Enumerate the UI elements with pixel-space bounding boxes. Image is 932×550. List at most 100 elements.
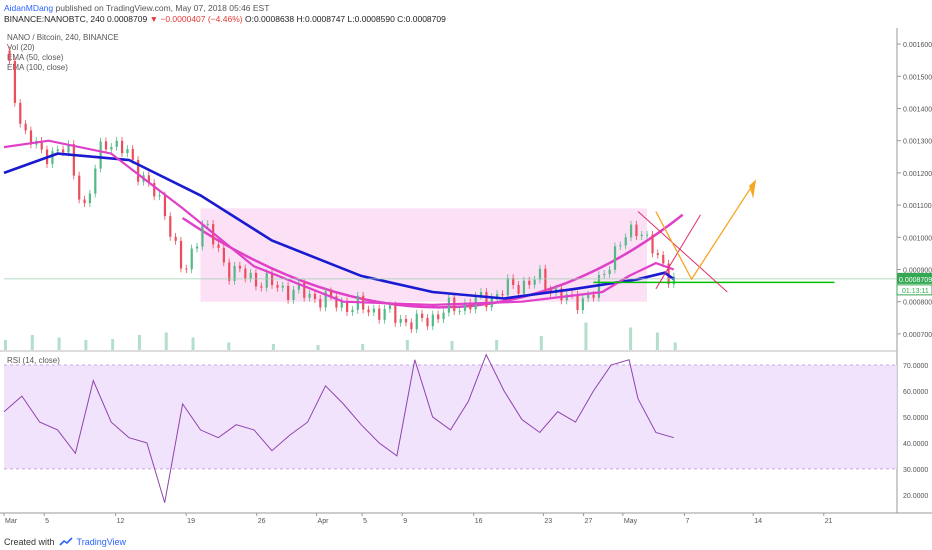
time-tick-label: 5 — [45, 518, 49, 525]
rsi-label[interactable]: RSI (14, close) — [7, 356, 60, 365]
rsi-tick-label: 30.0000 — [903, 467, 928, 474]
candle-body — [346, 301, 349, 312]
candle-body — [608, 269, 611, 275]
candle-body — [131, 148, 134, 160]
volume-bar — [111, 339, 115, 350]
candle-body — [222, 247, 225, 263]
candle-body — [437, 314, 440, 320]
candle-body — [635, 224, 638, 237]
candle-body — [110, 146, 113, 150]
time-badge — [896, 284, 932, 296]
candle-body — [287, 285, 290, 300]
candle-body — [356, 295, 359, 310]
candle-body — [479, 291, 483, 296]
candle-body — [624, 237, 627, 246]
time-axis: Mar 5 12 19 26 Apr 5 9 16 23 27 May 7 14 21 — [0, 512, 932, 525]
last-price: 0.0008709 — [107, 14, 148, 24]
candle-body — [394, 305, 397, 323]
time-tick-label: 26 — [258, 518, 266, 525]
candle-body — [469, 302, 472, 310]
rsi-band — [4, 364, 897, 469]
candle-body — [410, 322, 413, 330]
volume-bar — [191, 337, 195, 350]
rsi-tick-label: 50.0000 — [903, 415, 928, 422]
legend-ema50[interactable]: EMA (50, close) — [7, 53, 64, 62]
author-link[interactable]: AidanMDang — [4, 3, 54, 13]
candle-body — [45, 149, 49, 165]
candle-body — [388, 305, 392, 309]
rsi-tick-label: 70.0000 — [903, 363, 928, 370]
candle-body — [399, 318, 402, 323]
time-tick-label: Apr — [318, 518, 330, 525]
price-badge — [897, 272, 932, 284]
projection-arrow — [655, 182, 755, 281]
candle-body — [453, 297, 456, 312]
volume-bar — [361, 344, 365, 350]
volume-bar — [30, 335, 34, 350]
candle-body — [447, 297, 451, 313]
candle-body — [67, 144, 70, 153]
candle-body — [297, 282, 300, 290]
ema100-line — [3, 152, 675, 300]
candle-body — [115, 140, 118, 147]
candle-body — [421, 313, 424, 318]
volume-bar — [584, 322, 588, 350]
volume-bar — [164, 332, 168, 350]
rsi-tick-label: 60.0000 — [903, 389, 928, 396]
legend-ema100[interactable]: EMA (100, close) — [7, 63, 68, 72]
candle-body — [206, 224, 209, 226]
candle-body — [404, 318, 408, 323]
candle-body — [367, 309, 370, 313]
candle-body — [372, 308, 376, 313]
candle-body — [179, 240, 183, 269]
candle-body — [201, 224, 204, 247]
volume-bar — [673, 342, 677, 350]
candle-body — [512, 278, 515, 286]
volume-bar — [57, 337, 61, 350]
legend-vol[interactable]: Vol (20) — [7, 43, 35, 52]
candle-body — [560, 288, 563, 301]
candle-body — [163, 195, 167, 217]
time-tick-label: 7 — [685, 518, 689, 525]
candle-body — [254, 272, 258, 287]
candle-body — [83, 199, 86, 204]
candle-body — [581, 298, 584, 311]
candle-body — [485, 291, 488, 308]
tradingview-brand[interactable]: TradingView — [76, 537, 127, 547]
candle-body — [29, 130, 33, 145]
candle-body — [463, 302, 467, 311]
volume-bar — [655, 332, 659, 350]
candle-body — [313, 293, 317, 299]
candle-body — [672, 276, 676, 285]
created-with: Created with — [4, 537, 55, 547]
candle-body — [362, 295, 365, 310]
candle-body — [260, 286, 263, 288]
candle-body — [126, 148, 129, 154]
time-tick-label: 9 — [403, 518, 407, 525]
candle-body — [351, 309, 354, 312]
candle-body — [662, 254, 665, 264]
publish-line: AidanMDang published on TradingView.com,… — [4, 3, 269, 13]
candle-body — [415, 313, 418, 330]
time-tick-label: 14 — [754, 518, 762, 525]
rsi-tick-label: 40.0000 — [903, 441, 928, 448]
candle-body — [249, 272, 252, 279]
candle-body — [72, 144, 75, 176]
pattern-zone — [200, 208, 647, 302]
candle-body — [276, 285, 279, 288]
price-badge-text: 0.0008709 — [899, 277, 932, 284]
time-tick-label: 27 — [585, 518, 593, 525]
volume-bar — [405, 340, 409, 350]
candle-body — [88, 193, 92, 204]
ohlc-values: O:0.0008638 H:0.0008747 L:0.0008590 C:0.… — [244, 14, 446, 24]
time-tick-label: 19 — [187, 518, 195, 525]
time-tick-label: 12 — [117, 518, 125, 525]
candle-body — [62, 149, 65, 153]
candle-body — [565, 294, 568, 301]
candle-body — [517, 285, 520, 294]
time-badge-text: 01:13:11 — [902, 288, 929, 295]
